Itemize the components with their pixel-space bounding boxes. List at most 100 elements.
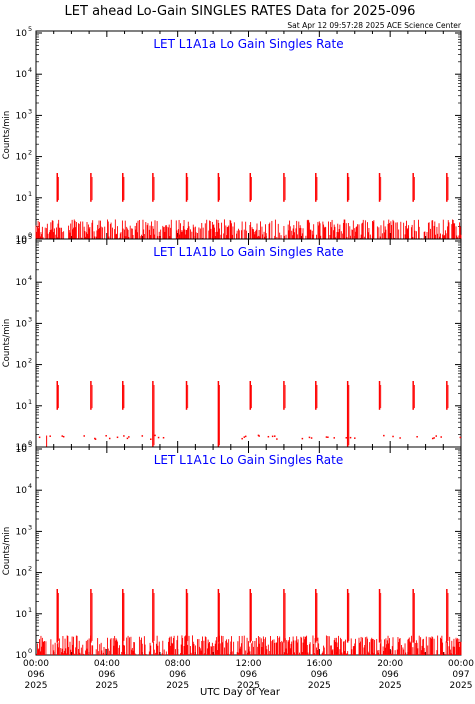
baseline-point [271, 435, 274, 438]
baseline-point [116, 436, 119, 439]
data-series [36, 588, 462, 655]
y-tick-exponent: 1 [28, 398, 32, 406]
x-tick-time: 00:00 [448, 659, 474, 669]
baseline-point [345, 437, 348, 439]
panel-title: LET L1A1a Lo Gain Singles Rate [153, 37, 343, 51]
y-tick-label: 10 [16, 235, 28, 245]
y-tick-exponent: 0 [28, 231, 32, 239]
y-tick-label: 10 [16, 319, 28, 329]
baseline-point [38, 436, 41, 439]
baseline-point [276, 438, 278, 440]
y-tick-label: 10 [16, 361, 28, 371]
y-tick-label: 10 [16, 527, 28, 537]
y-tick-exponent: 0 [28, 647, 32, 655]
x-tick-year: 2025 [25, 681, 48, 691]
baseline-point [108, 437, 111, 440]
baseline-point [94, 438, 97, 440]
baseline-point [267, 435, 270, 438]
y-tick-exponent: 5 [28, 233, 32, 241]
baseline-point [141, 435, 144, 437]
data-series [35, 172, 462, 239]
x-tick-year: 2025 [379, 681, 402, 691]
baseline-point [244, 435, 247, 438]
y-tick-exponent: 5 [28, 441, 32, 449]
baseline-point [459, 436, 462, 439]
panel-title: LET L1A1b Lo Gain Singles Rate [153, 245, 344, 259]
y-axis-label: Counts/min [2, 111, 12, 160]
data-series [38, 380, 462, 447]
baseline-point [157, 436, 160, 439]
y-tick-exponent: 0 [28, 439, 32, 447]
x-tick-year: 2025 [237, 681, 260, 691]
baseline-point [154, 434, 156, 437]
x-tick-day: 096 [240, 670, 257, 680]
x-tick-day: 096 [98, 670, 115, 680]
y-tick-exponent: 4 [28, 66, 32, 74]
x-tick-time: 00:00 [23, 659, 49, 669]
y-tick-label: 10 [16, 70, 28, 80]
y-tick-label: 10 [16, 569, 28, 579]
baseline-point [310, 437, 313, 439]
y-tick-label: 10 [16, 445, 28, 455]
y-tick-label: 10 [16, 486, 28, 496]
baseline-point [392, 435, 394, 438]
y-axis-label: Counts/min [2, 527, 12, 576]
x-tick-day: 096 [311, 670, 328, 680]
y-tick-label: 10 [16, 194, 28, 204]
x-tick-year: 2025 [450, 681, 473, 691]
y-tick-exponent: 4 [28, 482, 32, 490]
x-tick-day: 096 [27, 670, 44, 680]
plot-frame [35, 446, 462, 656]
baseline-point [61, 435, 63, 437]
x-tick-day: 096 [169, 670, 186, 680]
plot-frame [35, 238, 462, 448]
baseline-point [162, 436, 165, 439]
y-tick-label: 10 [16, 443, 28, 453]
x-tick-day: 096 [382, 670, 399, 680]
y-tick-label: 10 [16, 610, 28, 620]
baseline-point [435, 435, 437, 437]
y-tick-exponent: 1 [28, 606, 32, 614]
baseline-point [327, 436, 329, 438]
y-tick-label: 10 [16, 278, 28, 288]
baseline-point [349, 436, 352, 439]
y-tick-exponent: 2 [28, 357, 32, 365]
figure-title: LET ahead Lo-Gain SINGLES RATES Data for… [65, 4, 416, 19]
baseline-point [333, 437, 335, 439]
baseline-point [62, 435, 65, 438]
baseline-point [440, 436, 442, 438]
x-tick-time: 16:00 [306, 659, 332, 669]
baseline-point [431, 437, 434, 440]
baseline-point [325, 436, 328, 438]
x-tick-day: 097 [452, 670, 469, 680]
baseline-point [126, 437, 129, 440]
y-tick-label: 10 [16, 153, 28, 163]
y-tick-exponent: 1 [28, 190, 32, 198]
x-tick-year: 2025 [166, 681, 189, 691]
baseline-point [301, 437, 304, 440]
baseline-point [83, 435, 85, 437]
x-tick-time: 20:00 [377, 659, 403, 669]
baseline-point [354, 437, 356, 439]
y-tick-label: 10 [16, 651, 28, 661]
y-tick-exponent: 2 [28, 565, 32, 573]
baseline-point [383, 434, 385, 437]
y-tick-exponent: 3 [28, 523, 32, 531]
timestamp: Sat Apr 12 09:57:28 2025 ACE Science Cen… [287, 21, 461, 30]
baseline-point [399, 437, 401, 439]
x-tick-year: 2025 [95, 681, 118, 691]
y-tick-label: 10 [16, 237, 28, 247]
baseline-point [243, 436, 246, 438]
baseline-point [105, 435, 107, 437]
